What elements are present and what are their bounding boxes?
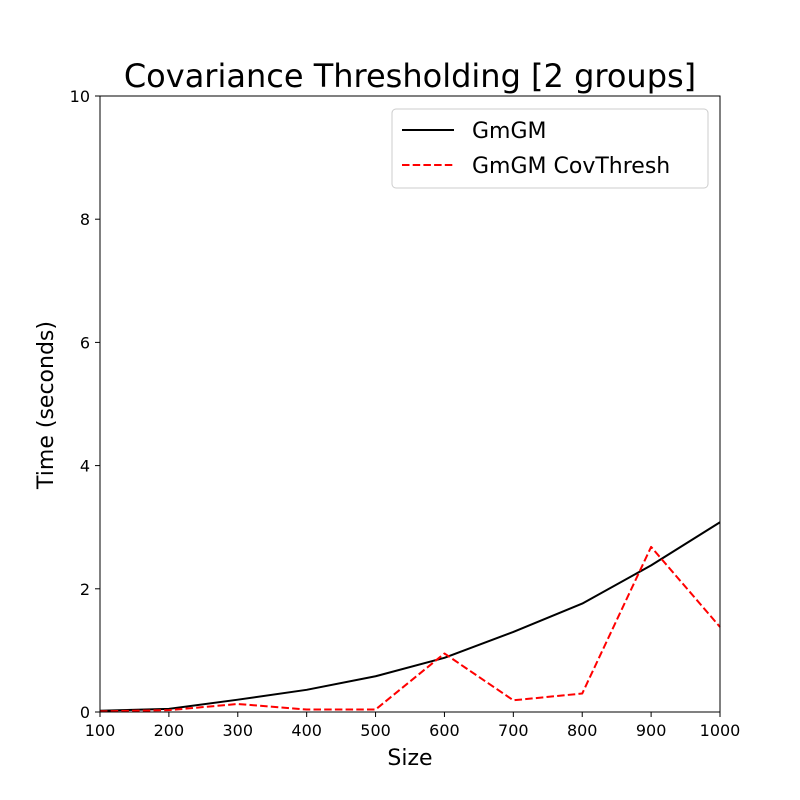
legend-label-2: GmGM CovThresh (472, 154, 670, 179)
x-tick-label: 1000 (700, 721, 741, 740)
x-tick-label: 500 (360, 721, 391, 740)
x-tick-label: 900 (636, 721, 667, 740)
y-axis-label: Time (seconds) (34, 321, 59, 490)
x-tick-label: 600 (429, 721, 460, 740)
chart-title: Covariance Thresholding [2 groups] (124, 57, 696, 95)
x-tick-label: 400 (291, 721, 322, 740)
legend-box (391, 108, 709, 189)
x-tick-label: 700 (498, 721, 529, 740)
plot-area: 100 200 300 400 500 600 700 800 900 1000 0 2 4 6 8 10 (70, 87, 741, 740)
series-line-1 (99, 521, 721, 712)
y-tick-label: 4 (80, 457, 90, 476)
y-tick-label: 6 (80, 333, 90, 352)
legend-label-1: GmGM (472, 119, 547, 144)
x-tick-label: 300 (223, 721, 254, 740)
plot-frame (99, 95, 721, 713)
y-tick-label: 10 (70, 87, 90, 106)
x-tick-label: 100 (85, 721, 116, 740)
y-tick-label: 2 (80, 580, 90, 599)
y-tick-label: 8 (80, 210, 90, 229)
y-tick-label: 0 (80, 703, 90, 722)
x-tick-label: 800 (567, 721, 598, 740)
series-line-2 (99, 545, 721, 713)
x-axis-label: Size (387, 746, 432, 771)
legend: GmGM GmGM CovThresh (391, 108, 709, 189)
x-tick-label: 200 (154, 721, 185, 740)
